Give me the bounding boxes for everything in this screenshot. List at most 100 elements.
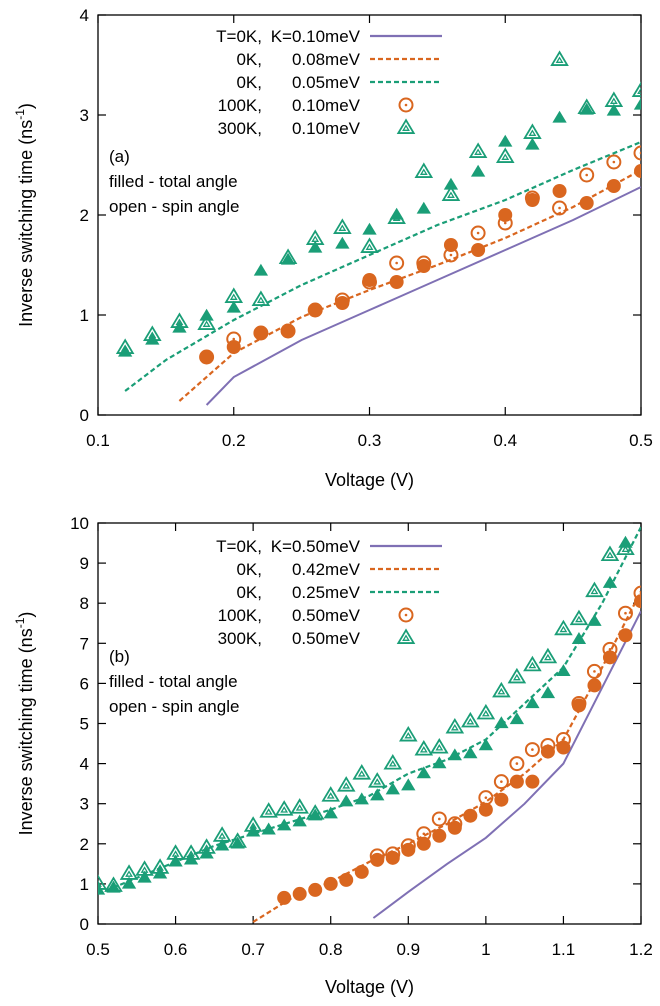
data-point [445,717,465,734]
x-axis-label: Voltage (V) [325,977,414,997]
data-point [277,890,292,905]
data-point [634,164,641,178]
data-point [280,252,296,265]
legend-entry: 100K, 0.10meV [218,96,414,115]
legend-anisotropy: 0.05meV [292,73,361,92]
data-point [606,179,621,193]
data-point [308,240,323,253]
data-point [292,886,307,901]
data-point [552,200,568,216]
data-point [631,81,641,97]
chart-panel-a: 0.1 0.2 0.3 0.4 0.5 0 1 2 3 4 Voltage (V) Inverse s… [13,6,653,490]
data-point [274,800,294,816]
data-point [509,774,524,789]
data-point [478,802,493,817]
data-point [618,628,633,643]
legend: T=0K, K=0.10meV 0K, 0.08meV 0K, 0.05meV 100K, 0… [216,27,442,138]
x-tick-label: 1.1 [552,940,576,959]
series-line-1 [178,169,641,402]
data-point [245,824,261,837]
legend-anisotropy: 0.10meV [292,119,361,138]
data-point [389,255,405,271]
legend-entry: 300K, 0.10meV [218,118,416,138]
data-point [259,802,278,818]
data-point [281,324,296,338]
data-point [525,137,540,150]
data-point [540,744,555,759]
data-point [443,177,459,190]
data-point [600,545,620,562]
data-point [199,308,214,321]
x-tick-label: 0.1 [86,431,110,450]
series-markers-4 [199,164,641,364]
data-point [478,738,494,751]
data-point [432,756,447,769]
data-point [323,806,338,819]
data-point [495,147,515,163]
legend-anisotropy: 0.10meV [292,96,361,115]
data-point [362,222,377,235]
data-point [339,872,354,887]
data-point [333,218,352,234]
data-point [261,822,276,835]
data-point [602,575,618,588]
x-tick-label: 0.9 [396,940,420,959]
data-point [556,740,571,755]
data-point [389,275,404,289]
y-tick-label: 7 [80,634,89,653]
y-tick-label: 2 [80,835,89,854]
annotation-0: (a) [109,147,130,166]
series-line-0 [372,610,641,919]
data-point [430,737,449,754]
y-axis-label-end: ) [16,103,36,109]
y-tick-label: 3 [80,795,89,814]
legend-temperature: 100K, [218,96,262,115]
data-point [498,208,513,222]
data-point [507,667,527,684]
annotation-1: filled - total angle [109,172,238,191]
data-point [525,696,540,709]
data-point [463,808,478,823]
x-tick-label: 1.2 [629,940,653,959]
data-point [470,225,486,241]
x-tick-label: 0.7 [241,940,265,959]
series-markers-4 [277,594,641,905]
data-point [414,740,434,756]
data-point [416,259,431,273]
data-point [230,836,245,849]
y-tick-label: 0 [80,915,89,934]
y-tick-label: 10 [70,514,89,533]
data-point [106,880,121,893]
data-point [277,818,292,831]
x-tick-label: 0.2 [222,431,246,450]
legend-temperature: T=0K, [216,537,262,556]
legend-entry: 0K, 0.08meV [236,50,442,69]
data-point [145,332,160,345]
data-point [571,698,586,713]
data-point [585,581,604,598]
y-axis-label-end: ) [16,612,36,618]
data-point [618,535,633,548]
chart-panel-b: 0.5 0.6 0.7 0.8 0.9 1 1.1 1.2 0 1 2 3 4 5 6 7 8 9 10 Voltag… [13,514,653,997]
x-tick-label: 0.5 [86,940,110,959]
data-point [586,663,602,679]
x-tick-label: 1 [481,940,490,959]
legend-temperature: 0K, [236,583,262,602]
data-point [554,619,573,636]
data-point [98,874,108,890]
data-point [579,102,594,115]
legend-entry: T=0K, K=0.10meV [216,27,442,46]
y-tick-label: 5 [80,715,89,734]
data-point [383,754,403,770]
x-axis-label: Voltage (V) [325,470,414,490]
data-point [354,864,369,879]
data-point [470,164,486,177]
y-axis-label-main: Inverse switching time (ns [16,628,36,835]
legend-entry: 300K, 0.50meV [218,628,416,648]
data-point [308,303,323,317]
data-point [587,613,602,626]
annotation-0: (b) [109,647,130,666]
legend-swatch [396,628,416,644]
